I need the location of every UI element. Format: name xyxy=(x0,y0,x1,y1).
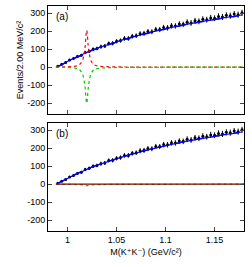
svg-text:-200: -200 xyxy=(27,98,45,108)
svg-text:300: 300 xyxy=(30,8,45,18)
svg-text:M(K⁺K⁻) (GeV/c²): M(K⁺K⁻) (GeV/c²) xyxy=(110,247,182,257)
svg-text:1.15: 1.15 xyxy=(206,235,224,245)
svg-text:-200: -200 xyxy=(27,215,45,225)
svg-text:0: 0 xyxy=(40,179,45,189)
svg-text:(a): (a) xyxy=(56,11,68,22)
svg-text:200: 200 xyxy=(30,143,45,153)
svg-text:-100: -100 xyxy=(27,197,45,207)
svg-text:0: 0 xyxy=(40,62,45,72)
svg-text:1.1: 1.1 xyxy=(159,235,172,245)
svg-text:200: 200 xyxy=(30,26,45,36)
svg-text:(b): (b) xyxy=(56,128,68,139)
svg-text:100: 100 xyxy=(30,161,45,171)
svg-text:1: 1 xyxy=(65,235,70,245)
svg-text:1.05: 1.05 xyxy=(108,235,126,245)
svg-text:100: 100 xyxy=(30,44,45,54)
svg-text:Events/2.00 MeV/c²: Events/2.00 MeV/c² xyxy=(15,21,25,100)
svg-text:300: 300 xyxy=(30,125,45,135)
svg-text:-100: -100 xyxy=(27,80,45,90)
